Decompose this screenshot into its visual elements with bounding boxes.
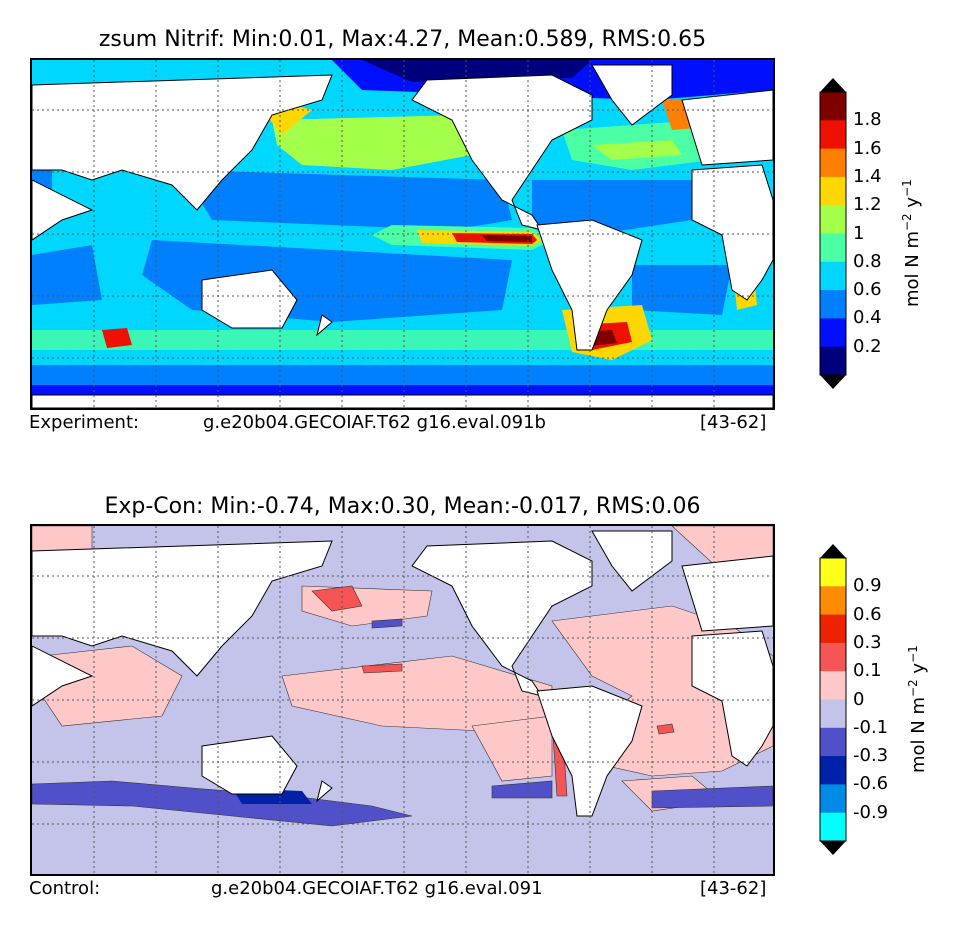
bottom-unit-mid: y bbox=[908, 662, 929, 680]
top-unit-mid: y bbox=[902, 196, 923, 214]
bottom-colorbar-tick-label: -0.9 bbox=[853, 801, 889, 823]
top-land-north-america bbox=[411, 74, 593, 231]
bottom-colorbar-swatch bbox=[820, 812, 846, 842]
bottom-colorbar-under-arrow bbox=[820, 841, 846, 855]
top-indian-ocean-hot bbox=[102, 328, 132, 348]
bottom-land bbox=[32, 530, 773, 817]
top-colorbar-tick-label: 1.8 bbox=[853, 109, 882, 131]
top-colorbar-tick-label: 0.8 bbox=[853, 250, 882, 272]
top-caption-case: g.e20b04.GECOIAF.T62 g16.eval.091b bbox=[203, 412, 546, 433]
bottom-land-new-zealand bbox=[316, 780, 333, 803]
bottom-colorbar-tick-label: -0.1 bbox=[853, 716, 889, 738]
top-colorbar-swatch bbox=[820, 205, 846, 234]
bottom-land-australia bbox=[201, 735, 298, 795]
top-colorbar-swatch bbox=[820, 148, 846, 178]
top-unit-main: mol N m bbox=[902, 231, 923, 307]
top-southern-band-1 bbox=[32, 330, 773, 350]
top-colorbar-tick-label: 0.2 bbox=[853, 335, 882, 357]
bottom-caption-label: Control: bbox=[29, 878, 101, 899]
bottom-colorbar-swatch bbox=[820, 558, 846, 587]
top-land-eurasia bbox=[32, 74, 773, 211]
top-colorbar-tick-label: 1.4 bbox=[853, 165, 882, 187]
bottom-colorbar bbox=[819, 544, 847, 855]
top-colorbar-swatch bbox=[820, 92, 846, 121]
bottom-colorbar-swatch bbox=[820, 784, 846, 814]
top-caption-years: [43-62] bbox=[700, 412, 767, 433]
bottom-colorbar-swatch bbox=[820, 756, 846, 785]
top-unit-exp1: −2 bbox=[900, 213, 914, 231]
top-colorbar-tick-label: 1 bbox=[853, 222, 865, 244]
bottom-colorbar-unit: mol N m−2 y−1 bbox=[906, 645, 929, 773]
top-colorbar-swatch bbox=[820, 261, 846, 291]
top-colorbar-tick-label: 1.6 bbox=[853, 137, 882, 159]
top-colorbar-tick-label: 1.2 bbox=[853, 194, 882, 216]
top-colorbar-swatch bbox=[820, 346, 846, 376]
bottom-colorbar-tick-label: 0.1 bbox=[853, 660, 882, 682]
top-map bbox=[30, 58, 775, 410]
top-unit-exp2: −1 bbox=[900, 179, 914, 197]
top-colorbar-swatch bbox=[820, 318, 846, 348]
top-npacific-high bbox=[272, 115, 472, 170]
top-colorbar-tick-label: 0.6 bbox=[853, 279, 882, 301]
bottom-colorbar-tick-label: 0.9 bbox=[853, 575, 882, 597]
bottom-map-title: Exp-Con: Min:-0.74, Max:0.30, Mean:-0.01… bbox=[104, 494, 701, 519]
bottom-colorbar-swatch bbox=[820, 614, 846, 644]
top-graticule bbox=[32, 60, 773, 408]
bottom-graticule bbox=[32, 526, 773, 874]
bottom-colorbar-tick-label: 0 bbox=[853, 688, 865, 710]
bottom-colorbar-swatch bbox=[820, 699, 846, 729]
top-caption-label: Experiment: bbox=[29, 412, 140, 433]
top-land-antarctica bbox=[32, 394, 773, 408]
top-colorbar-swatch bbox=[820, 120, 846, 150]
top-colorbar bbox=[819, 78, 847, 389]
top-colorbar-under-arrow bbox=[820, 375, 846, 389]
top-colorbar-tick-label: 0.4 bbox=[853, 307, 882, 329]
top-eq-tongue-4 bbox=[482, 235, 532, 242]
top-land-new-zealand bbox=[316, 314, 333, 337]
top-natlantic-core bbox=[592, 140, 682, 160]
bottom-land-north-america bbox=[411, 540, 593, 697]
bottom-colorbar-over-arrow bbox=[820, 544, 846, 558]
bottom-colorbar-swatch bbox=[820, 727, 846, 757]
bottom-colorbar-tick-label: -0.3 bbox=[853, 745, 889, 767]
top-colorbar-swatch bbox=[820, 233, 846, 263]
top-colorbar-over-arrow bbox=[820, 78, 846, 92]
bottom-caption-years: [43-62] bbox=[700, 878, 767, 899]
bottom-caption-case: g.e20b04.GECOIAF.T62 g16.eval.091 bbox=[211, 878, 543, 899]
bottom-unit-main: mol N m bbox=[908, 697, 929, 773]
bottom-unit-exp2: −1 bbox=[906, 645, 920, 663]
top-map-title: zsum Nitrif: Min:0.01, Max:4.27, Mean:0.… bbox=[98, 27, 707, 52]
top-colorbar-swatch bbox=[820, 290, 846, 319]
top-land-australia bbox=[201, 269, 298, 329]
top-colorbar-unit: mol N m−2 y−1 bbox=[900, 179, 923, 307]
bottom-land-africa bbox=[32, 630, 773, 767]
top-colorbar-swatch bbox=[820, 176, 846, 206]
bottom-colorbar-tick-label: -0.6 bbox=[853, 773, 889, 795]
bottom-map bbox=[30, 524, 775, 876]
bottom-colorbar-tick-label: 0.6 bbox=[853, 603, 882, 625]
bottom-colorbar-swatch bbox=[820, 642, 846, 672]
top-land-africa bbox=[32, 164, 773, 301]
bottom-colorbar-tick-label: 0.3 bbox=[853, 631, 882, 653]
bottom-land-eurasia bbox=[32, 540, 773, 677]
bottom-unit-exp1: −2 bbox=[906, 679, 920, 697]
bottom-colorbar-swatch bbox=[820, 586, 846, 616]
bottom-colorbar-swatch bbox=[820, 671, 846, 700]
